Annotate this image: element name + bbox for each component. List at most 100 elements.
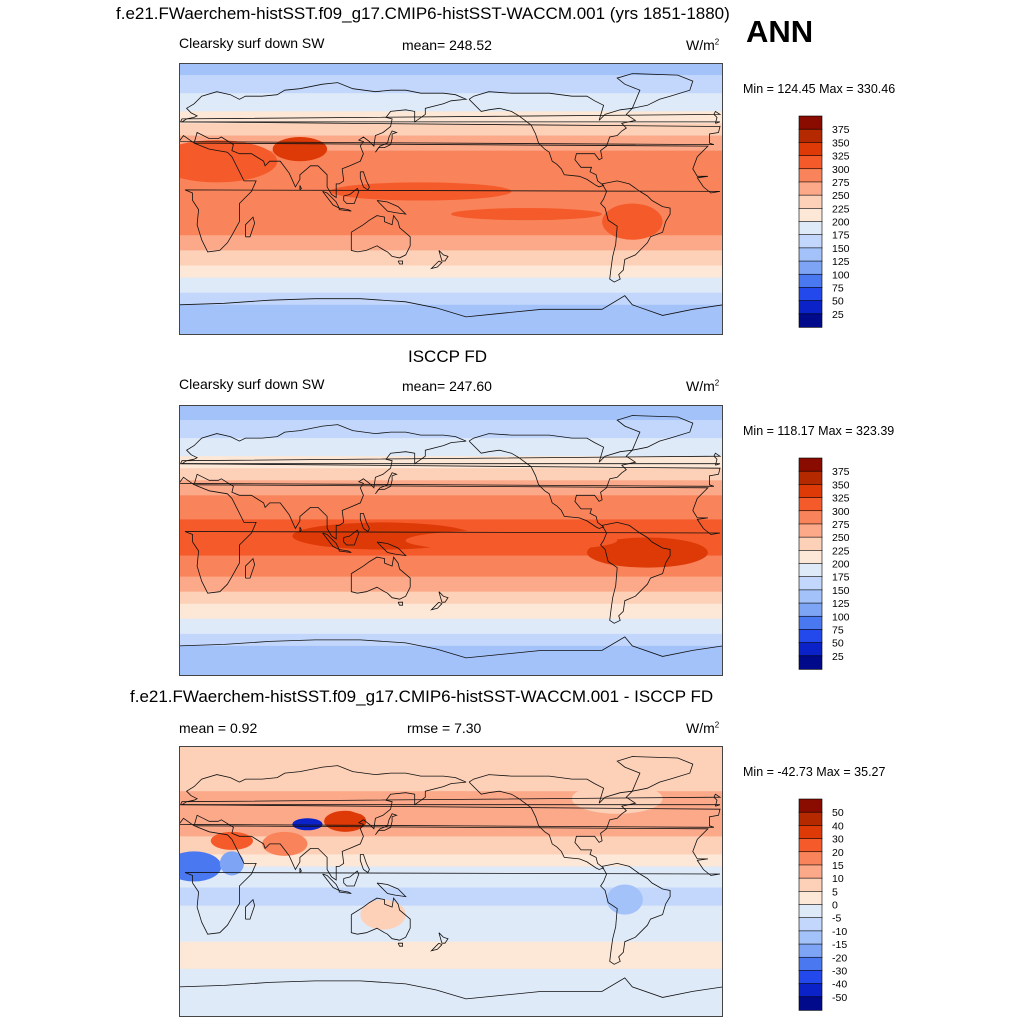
coastline	[179, 793, 722, 807]
field-band	[179, 1004, 723, 1009]
field-band	[179, 830, 723, 834]
field-band	[179, 316, 723, 321]
colorbar-obs-swatch	[798, 615, 823, 631]
colorbar-model-tick-label: 300	[832, 164, 850, 176]
field-band	[179, 241, 723, 245]
field-band	[179, 202, 723, 206]
colorbar-obs-swatch	[798, 457, 823, 472]
field-band	[179, 887, 723, 892]
field-band	[179, 271, 723, 276]
coastline	[397, 942, 404, 947]
field-band	[179, 138, 723, 143]
field-band	[179, 788, 723, 792]
field-band	[179, 495, 723, 499]
coastline	[338, 207, 352, 212]
coastline	[350, 214, 411, 259]
colorbar-model-tick-label: 75	[832, 282, 844, 294]
coastline	[184, 484, 721, 594]
field-band	[179, 108, 723, 112]
field-band	[179, 69, 723, 73]
field-band	[179, 498, 723, 502]
field-band	[179, 857, 723, 862]
field-band	[179, 105, 723, 109]
colorbar-diff-swatch	[798, 891, 823, 906]
field-band	[179, 585, 723, 590]
colorbar-diff-tick-label: -20	[832, 952, 847, 964]
field-band	[179, 878, 723, 883]
field-band	[179, 432, 723, 436]
colorbar-model-swatch	[798, 155, 823, 170]
map-panel-model	[179, 63, 723, 335]
figure-title: f.e21.FWaerchem-histSST.f09_g17.CMIP6-hi…	[116, 4, 730, 23]
field-band	[179, 468, 723, 472]
colorbar-diff-swatch	[798, 983, 823, 998]
field-band	[179, 325, 723, 330]
colorbar-model-swatch	[798, 247, 823, 262]
field-band	[179, 435, 723, 439]
field-band	[179, 262, 723, 267]
field-band	[179, 926, 723, 931]
coastline	[322, 873, 341, 892]
field-band	[179, 123, 723, 128]
field-band	[179, 87, 723, 91]
field-band	[179, 283, 723, 288]
colorbar-diff-swatch	[798, 825, 823, 840]
field-band	[179, 956, 723, 961]
field-band	[179, 923, 723, 928]
field-band	[179, 268, 723, 273]
field-band	[179, 168, 723, 173]
colorbar-obs-swatch	[798, 563, 823, 578]
coastline	[245, 216, 256, 238]
colorbar-model-swatch	[798, 273, 823, 289]
coastline	[468, 91, 637, 188]
field-band	[179, 899, 723, 904]
coastline	[338, 549, 352, 553]
panel3-title: f.e21.FWaerchem-histSST.f09_g17.CMIP6-hi…	[130, 687, 714, 706]
field-band	[179, 749, 723, 753]
field-region	[587, 537, 708, 568]
field-band	[179, 555, 723, 560]
coastline	[375, 472, 398, 495]
field-band	[179, 265, 723, 270]
colorbar-diff-tick-label: -15	[832, 939, 847, 951]
coastline	[179, 636, 723, 659]
field-band	[179, 156, 723, 161]
field-band	[179, 758, 723, 762]
field-band	[179, 579, 723, 584]
field-band	[179, 165, 723, 170]
colorbar-diff-tick-label: 10	[832, 873, 844, 885]
field-band	[179, 477, 723, 481]
colorbar-model-tick-label: 225	[832, 203, 850, 215]
field-band	[179, 905, 723, 910]
coastline	[184, 825, 721, 935]
field-band	[179, 839, 723, 843]
field-band	[179, 480, 723, 484]
coastline	[600, 862, 671, 965]
field-band	[179, 93, 723, 97]
map-panel-diff	[179, 746, 723, 1017]
field-band	[179, 205, 723, 209]
field-band	[179, 247, 723, 251]
field-band	[179, 761, 723, 765]
field-band	[179, 998, 723, 1003]
colorbar-obs-swatch	[798, 602, 823, 617]
coastline	[468, 774, 637, 870]
field-band	[179, 147, 723, 152]
coastline	[343, 870, 360, 887]
field-band	[179, 764, 723, 768]
field-region	[602, 203, 663, 240]
map-frame	[179, 63, 723, 335]
field-band	[179, 890, 723, 895]
coastline	[299, 526, 302, 532]
coastline	[299, 867, 302, 873]
coastline	[600, 180, 671, 283]
field-band	[179, 564, 723, 569]
field-band	[179, 220, 723, 224]
colorbar-obs-tick-label: 100	[832, 611, 850, 623]
coastline	[438, 250, 449, 262]
field-band	[179, 863, 723, 868]
colorbar-obs-tick-label: 150	[832, 585, 850, 597]
coastline	[376, 882, 407, 898]
field-band	[179, 612, 723, 617]
